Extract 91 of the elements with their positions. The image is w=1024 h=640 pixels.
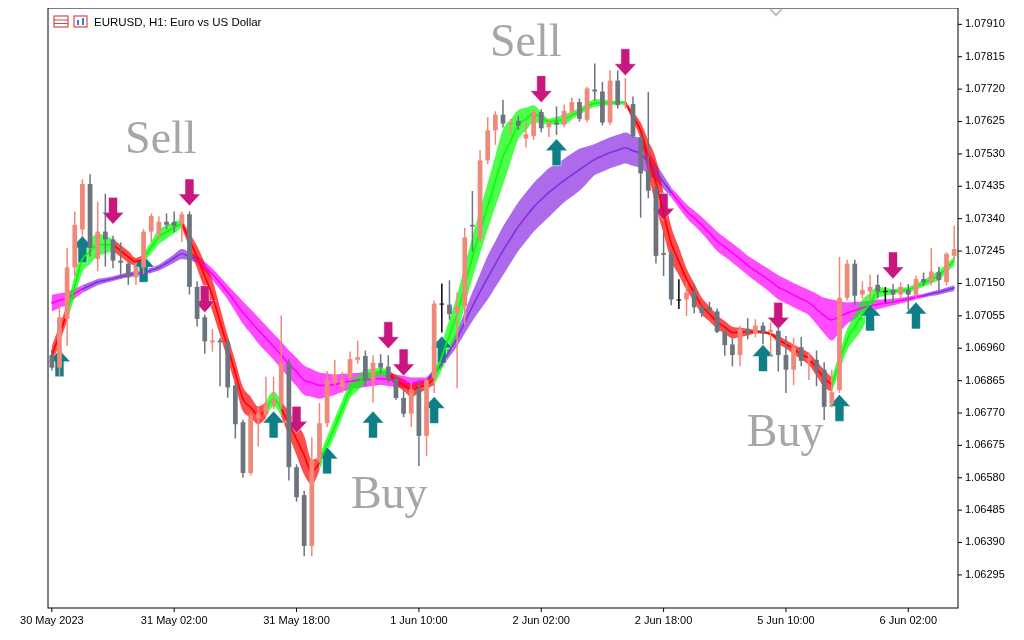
candlestick [722, 328, 728, 356]
x-tick-label: 2 Jun 18:00 [634, 614, 693, 626]
y-tick-label: 1.06770 [965, 405, 1005, 418]
candlestick [814, 350, 819, 387]
point [193, 285, 217, 313]
y-tick-label: 1.06485 [965, 503, 1005, 516]
y-tick-label: 1.07435 [965, 179, 1005, 192]
point [361, 410, 385, 439]
candlestick [210, 329, 215, 352]
y-tick-label: 1.07910 [965, 17, 1005, 30]
candlestick [745, 318, 751, 340]
candlestick [401, 388, 406, 418]
point [904, 301, 928, 330]
candlestick [768, 322, 774, 357]
y-tick-label: 1.06960 [965, 341, 1005, 354]
text: EURUSD, H1: Euro vs US Dollar [94, 16, 262, 28]
candlestick [102, 193, 108, 267]
y-tick-label: 1.06865 [965, 373, 1005, 386]
candlestick [798, 336, 804, 367]
y-tick-label: 1.06580 [965, 470, 1005, 483]
point [858, 303, 882, 332]
point [285, 406, 308, 434]
point [881, 251, 905, 280]
point [766, 302, 790, 330]
x-tick-label: 30 May 2023 [20, 614, 84, 626]
y-tick-label: 1.07815 [965, 49, 1005, 62]
point [545, 138, 568, 166]
candlestick [806, 352, 812, 380]
candlestick [340, 372, 345, 393]
x-tick-label: 1 Jun 10:00 [390, 614, 448, 626]
candlestick [622, 78, 628, 109]
annotation: Buy [746, 405, 824, 457]
x-tick-label: 5 Jun 10:00 [757, 614, 815, 626]
annotation: Buy [350, 466, 428, 518]
candlestick [492, 111, 498, 145]
candlestick [171, 211, 177, 233]
point [101, 197, 125, 225]
annotation: Sell [125, 111, 197, 163]
point [828, 394, 851, 422]
candlestick [676, 279, 682, 310]
candlestick [829, 369, 835, 408]
y-tick-label: 1.07530 [965, 146, 1005, 159]
candlestick [691, 284, 697, 314]
candlestick [875, 274, 881, 299]
point [262, 410, 285, 439]
x-tick-label: 31 May 02:00 [140, 614, 208, 626]
candlestick [791, 337, 796, 386]
candlestick [148, 213, 154, 242]
y-tick-label: 1.07625 [965, 114, 1005, 127]
y-tick-label: 1.07055 [965, 308, 1005, 321]
point [376, 321, 400, 350]
candlestick [447, 280, 452, 320]
candlestick [928, 248, 934, 286]
x-tick-label: 31 May 18:00 [263, 614, 330, 626]
y-tick-label: 1.07720 [965, 82, 1005, 95]
candlestick [554, 106, 559, 135]
candlestick [332, 360, 338, 387]
candlestick [538, 109, 544, 133]
candlestick [385, 355, 391, 384]
candlestick [439, 283, 445, 333]
candlestick [523, 121, 529, 148]
point [529, 75, 553, 103]
y-tick-label: 1.06295 [965, 567, 1005, 580]
candlestick [730, 337, 735, 367]
candlestick [905, 284, 911, 311]
y-tick-label: 1.06390 [965, 535, 1005, 548]
annotation: Sell [489, 14, 562, 66]
candlestick [271, 376, 276, 410]
candlestick [577, 98, 582, 122]
candlestick [561, 104, 567, 128]
candlestick [470, 191, 475, 252]
x-tick-label: 2 Jun 02:00 [512, 614, 570, 626]
point [392, 348, 415, 377]
x-tick-label: 6 Jun 02:00 [879, 614, 938, 626]
candlestick [661, 232, 666, 277]
candlestick [118, 242, 124, 279]
candlestick [684, 281, 689, 316]
candlestick [592, 63, 598, 101]
y-tick-label: 1.07340 [965, 211, 1005, 224]
candlestick [125, 261, 131, 285]
candlestick [355, 340, 361, 364]
point [614, 48, 637, 76]
point [178, 178, 201, 207]
y-tick-label: 1.07245 [965, 243, 1005, 256]
y-tick-label: 1.07150 [965, 276, 1005, 289]
candlestick [645, 91, 651, 199]
candlestick [49, 349, 55, 371]
point [751, 344, 775, 372]
point [422, 396, 446, 424]
candlestick [179, 211, 185, 242]
y-tick-label: 1.06675 [965, 438, 1005, 451]
